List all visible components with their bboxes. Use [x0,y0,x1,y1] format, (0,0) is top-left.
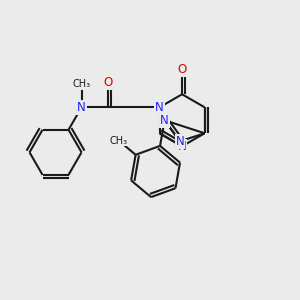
Text: CH₃: CH₃ [73,79,91,89]
Text: O: O [103,76,112,89]
Text: N: N [77,101,86,114]
Text: N: N [176,135,184,148]
Text: CH₃: CH₃ [110,136,128,146]
Text: N: N [178,140,187,153]
Text: N: N [160,114,169,127]
Text: O: O [178,63,187,76]
Text: N: N [155,101,164,114]
